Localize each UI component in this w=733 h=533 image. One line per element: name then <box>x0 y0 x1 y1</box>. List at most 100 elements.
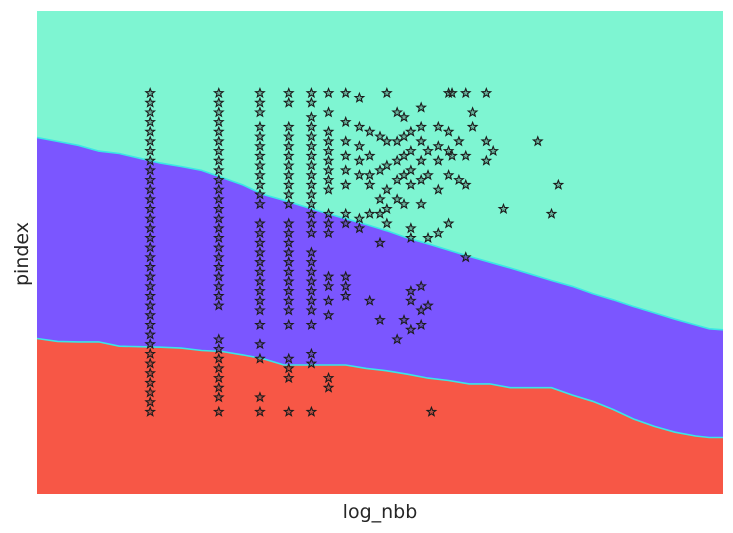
scatter-point <box>322 371 335 384</box>
scatter-point <box>339 149 352 161</box>
scatter-point <box>339 270 352 282</box>
scatter-point <box>144 222 157 234</box>
scatter-point <box>144 299 157 311</box>
scatter-point <box>144 309 157 321</box>
scatter-point <box>405 231 417 244</box>
scatter-point <box>282 120 295 132</box>
scatter-point <box>144 125 157 137</box>
scatter-point <box>322 207 335 219</box>
scatter-point <box>322 125 335 137</box>
scatter-point <box>353 154 366 166</box>
scatter-point <box>144 144 157 157</box>
y-axis-label: pindex <box>11 222 33 286</box>
scatter-point <box>212 280 225 292</box>
scatter-point <box>305 405 318 417</box>
scatter-point <box>442 217 455 229</box>
scatter-point <box>282 227 295 239</box>
scatter-point <box>254 140 266 152</box>
scatter-point <box>405 222 417 234</box>
scatter-point <box>212 222 225 234</box>
scatter-point <box>353 91 366 103</box>
scatter-point <box>305 284 318 297</box>
scatter-point <box>391 173 404 186</box>
scatter-point <box>322 164 335 176</box>
scatter-point <box>305 294 318 306</box>
scatter-point <box>282 294 295 306</box>
scatter-point <box>254 405 266 417</box>
scatter-point <box>144 86 157 99</box>
scatter-point <box>254 265 266 277</box>
scatter-point <box>282 198 295 210</box>
scatter-point <box>353 140 366 152</box>
scatter-point <box>212 299 225 311</box>
scatter-point <box>212 371 225 384</box>
scatter-point <box>305 318 318 330</box>
plot-area <box>36 11 724 494</box>
scatter-point <box>282 246 295 258</box>
scatter-point <box>212 212 225 224</box>
scatter-point <box>254 149 266 161</box>
scatter-point <box>212 333 225 345</box>
scatter-point <box>339 289 352 301</box>
scatter-point <box>282 178 295 190</box>
scatter-point <box>391 193 404 205</box>
scatter-point <box>305 246 318 258</box>
scatter-point <box>305 130 318 142</box>
scatter-point <box>144 212 157 224</box>
scatter-point <box>405 294 417 306</box>
scatter-point <box>374 207 386 219</box>
scatter-point <box>282 275 295 287</box>
scatter-point <box>415 135 428 147</box>
scatter-point <box>322 227 335 239</box>
scatter-point <box>254 130 266 142</box>
scatter-point <box>144 164 157 176</box>
scatter-point <box>212 241 225 253</box>
scatter-point <box>305 347 318 359</box>
scatter-point <box>322 294 335 306</box>
scatter-point <box>415 173 428 186</box>
scatter-point <box>254 188 266 200</box>
scatter-point <box>405 323 417 335</box>
scatter-point <box>305 217 318 229</box>
scatter-point <box>305 255 318 268</box>
scatter-point <box>305 198 318 210</box>
scatter-point <box>374 236 386 248</box>
scatter-point <box>305 159 318 171</box>
scatter-point <box>254 318 266 330</box>
scatter-point <box>282 318 295 330</box>
scatter-point <box>380 183 393 195</box>
scatter-point <box>459 149 472 161</box>
scatter-point <box>305 275 318 287</box>
scatter-point <box>282 284 295 297</box>
region-lower <box>37 338 723 494</box>
scatter-point <box>415 280 428 292</box>
scatter-point <box>212 270 225 282</box>
scatter-point <box>282 149 295 161</box>
scatter-point <box>374 313 386 326</box>
scatter-point <box>212 164 225 176</box>
scatter-point <box>432 140 445 152</box>
scatter-point <box>254 217 266 229</box>
scatter-point <box>322 173 335 186</box>
scatter-point <box>353 120 366 132</box>
scatter-point <box>144 106 157 118</box>
scatter-point <box>212 86 225 99</box>
scatter-point <box>212 96 225 108</box>
scatter-point <box>282 265 295 277</box>
scatter-point <box>353 222 366 234</box>
scatter-point <box>425 405 438 417</box>
scatter-point <box>398 313 410 326</box>
scatter-point <box>398 169 410 181</box>
scatter-point <box>254 352 266 364</box>
scatter-point <box>144 96 157 108</box>
scatter-point <box>432 183 445 195</box>
scatter-point <box>391 106 404 118</box>
scatter-point <box>305 111 318 123</box>
scatter-point <box>339 135 352 147</box>
scatter-point <box>212 362 225 374</box>
scatter-point <box>144 193 157 205</box>
scatter-point <box>144 115 157 128</box>
scatter-point <box>254 169 266 181</box>
scatter-point <box>322 217 335 229</box>
scatter-point <box>212 106 225 118</box>
